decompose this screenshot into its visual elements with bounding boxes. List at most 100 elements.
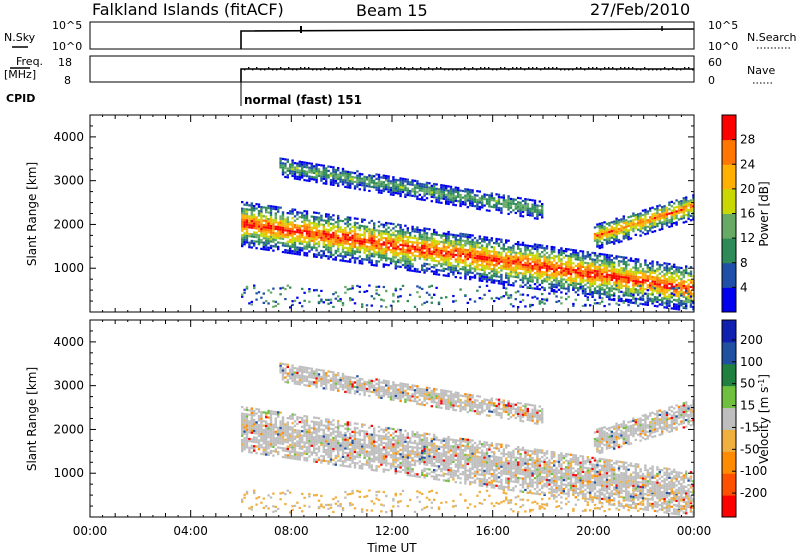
data-cell <box>423 258 426 261</box>
data-cell <box>560 282 563 285</box>
data-cell <box>514 269 517 272</box>
data-cell <box>445 189 448 192</box>
data-cell <box>617 264 621 267</box>
data-cell <box>349 180 352 183</box>
data-cell <box>349 223 352 226</box>
data-cell <box>464 201 467 204</box>
data-cell <box>447 250 450 253</box>
data-cell <box>685 300 688 303</box>
data-cell <box>562 267 565 270</box>
data-cell <box>248 243 251 247</box>
data-cell <box>673 211 676 214</box>
data-speckle <box>555 300 558 303</box>
nave-dot <box>540 69 542 71</box>
data-cell <box>380 182 383 186</box>
data-cell <box>298 248 301 252</box>
data-cell <box>469 249 472 252</box>
data-cell <box>260 214 263 217</box>
data-cell <box>459 189 462 192</box>
data-cell <box>682 293 685 296</box>
data-speckle <box>385 290 388 293</box>
data-cell <box>423 245 426 248</box>
data-cell <box>639 230 642 233</box>
data-cell <box>310 175 313 179</box>
data-cell <box>692 194 695 197</box>
data-cell <box>337 250 340 253</box>
data-cell <box>682 214 685 217</box>
data-cell <box>541 264 544 267</box>
data-cell <box>632 273 635 276</box>
data-cell <box>469 242 472 246</box>
data-cell <box>632 270 635 274</box>
data-cell <box>483 255 486 259</box>
data-cell <box>447 263 450 267</box>
data-cell <box>267 409 270 413</box>
data-speckle <box>380 305 383 308</box>
data-cell <box>442 197 445 200</box>
data-cell <box>629 228 633 231</box>
data-cell <box>397 254 400 257</box>
data-cell <box>680 286 683 289</box>
data-cell <box>286 234 289 237</box>
nave-dot <box>256 67 258 69</box>
data-cell <box>605 222 609 225</box>
data-cell <box>433 246 436 249</box>
data-cell <box>692 214 695 217</box>
data-cell <box>433 228 436 232</box>
data-cell <box>272 220 275 224</box>
data-cell <box>411 258 414 261</box>
data-cell <box>545 262 549 265</box>
data-cell <box>349 173 352 176</box>
data-cell <box>317 216 321 219</box>
data-cell <box>658 281 661 284</box>
data-cell <box>687 208 690 212</box>
data-speckle <box>327 298 330 302</box>
data-cell <box>361 233 364 237</box>
nave-tick-bottom: 0 <box>708 74 715 87</box>
data-cell <box>579 250 582 253</box>
data-cell <box>382 183 385 186</box>
data-cell <box>399 190 402 193</box>
data-cell <box>665 217 669 220</box>
data-cell <box>557 249 561 252</box>
data-cell <box>325 215 328 218</box>
data-cell <box>296 239 299 243</box>
data-cell <box>512 209 515 212</box>
data-cell <box>406 180 409 183</box>
data-cell <box>322 164 325 167</box>
data-speckle <box>377 285 381 288</box>
data-cell <box>625 283 628 286</box>
data-speckle <box>301 305 304 308</box>
data-cell <box>589 284 592 287</box>
data-cell <box>245 203 249 207</box>
data-cell <box>613 233 616 236</box>
data-cell <box>665 280 669 283</box>
data-cell <box>401 250 405 253</box>
data-cell <box>269 205 273 208</box>
data-cell <box>380 176 383 179</box>
data-cell <box>433 239 436 243</box>
data-cell <box>291 371 294 374</box>
data-cell <box>260 216 263 220</box>
data-cell <box>665 224 669 227</box>
data-speckle <box>601 300 604 303</box>
data-cell <box>577 262 580 266</box>
data-cell <box>387 184 390 187</box>
data-cell <box>248 217 251 220</box>
data-cell <box>361 247 364 250</box>
data-cell <box>569 264 573 267</box>
data-cell <box>675 221 678 224</box>
data-cell <box>651 280 654 283</box>
data-speckle <box>668 300 671 303</box>
data-cell <box>637 291 640 294</box>
data-cell <box>404 224 407 227</box>
data-cell <box>682 212 685 215</box>
data-cell <box>449 244 453 247</box>
data-cell <box>560 253 563 257</box>
data-cell <box>322 245 325 249</box>
data-speckle <box>320 298 323 301</box>
data-cell <box>646 266 649 269</box>
data-cell <box>377 178 381 181</box>
data-cell <box>572 284 575 287</box>
data-cell <box>466 253 469 256</box>
